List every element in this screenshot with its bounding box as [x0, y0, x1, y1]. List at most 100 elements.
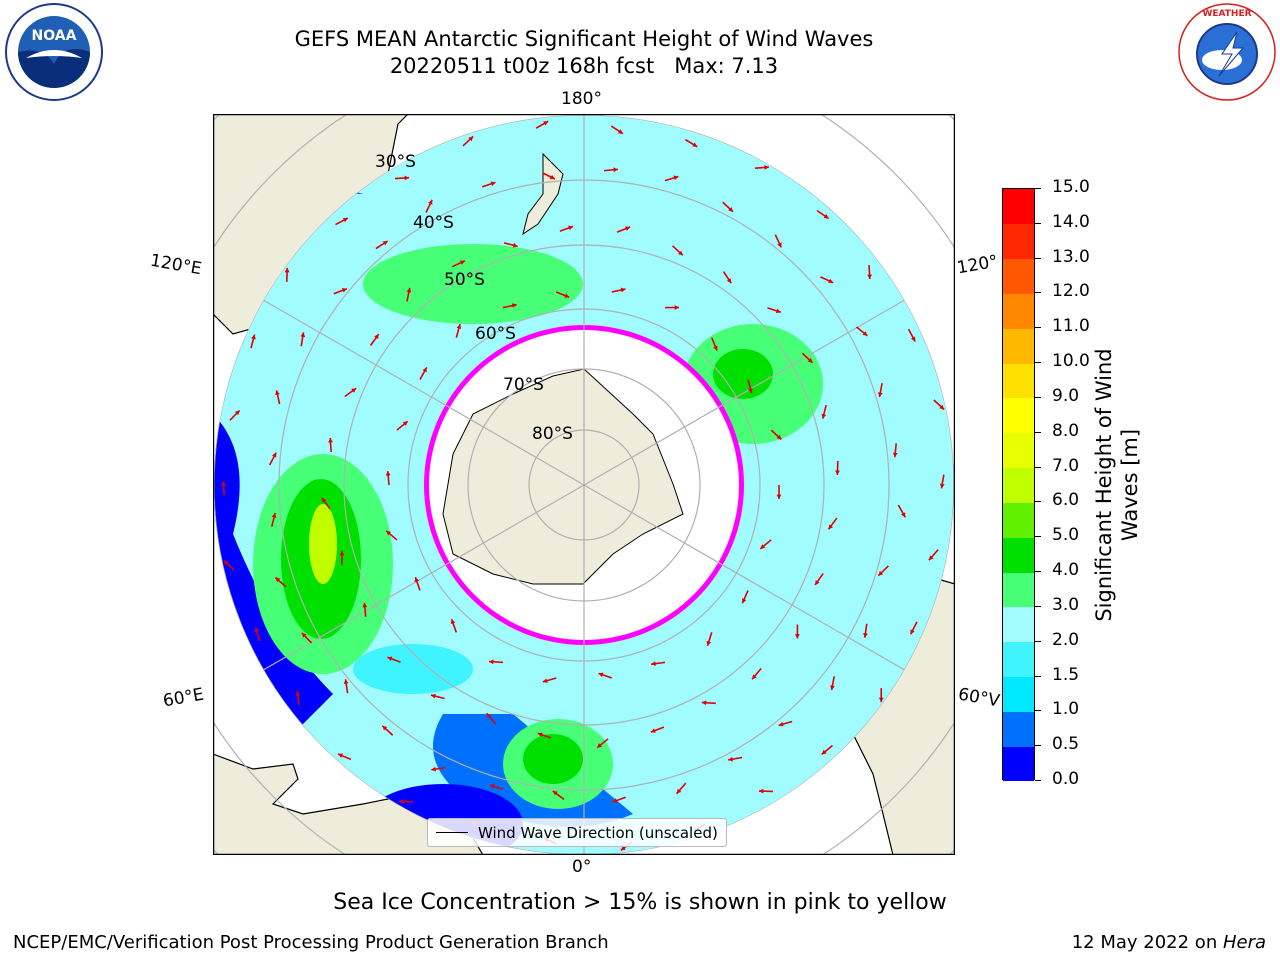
colorbar-segment [1003, 746, 1034, 782]
wave-direction-arrowhead [385, 471, 391, 476]
wave-direction-arrowhead [828, 524, 834, 530]
colorbar-tick-mark [1035, 327, 1041, 329]
wave-direction-arrowhead [431, 766, 437, 772]
africa-landmass [213, 753, 484, 855]
wave-direction-arrowhead [339, 550, 345, 556]
wave-direction-arrowhead [821, 749, 827, 755]
colorbar-tick-label: 1.0 [1052, 699, 1080, 720]
wave-direction-arrowhead [878, 570, 884, 576]
wave-direction-arrowhead [728, 756, 733, 762]
colorbar-segment [1003, 223, 1034, 260]
colorbar-segment [1003, 641, 1034, 678]
wave-direction-arrowhead [830, 685, 835, 691]
wave-direction-arrowhead [835, 470, 840, 475]
lon-label-180: 180° [561, 89, 602, 109]
colorbar-tick-label: 10.0 [1052, 351, 1090, 372]
wave-direction-arrowhead [382, 725, 388, 731]
wave-direction-arrowhead [402, 421, 408, 426]
graticule [214, 115, 954, 855]
wave-direction-arrowhead [823, 214, 829, 219]
wave-direction-arrowhead [459, 260, 465, 265]
polar-map [213, 114, 955, 855]
lat-label-40s: 40°S [413, 213, 454, 233]
colorbar-tick-label: 0.0 [1052, 769, 1080, 789]
wave-direction-arrowhead [542, 678, 548, 683]
colorbar-tick-label: 13.0 [1052, 246, 1090, 267]
colorbar-segment [1003, 572, 1034, 608]
colorbar-tick-label: 9.0 [1052, 385, 1080, 406]
lat-label-30s: 30°S [375, 152, 416, 172]
wave-direction-arrowhead [450, 619, 456, 625]
wave-direction-arrowhead [728, 207, 734, 212]
colorbar-segment [1003, 606, 1034, 643]
colorbar-tick-mark [1035, 292, 1041, 294]
wave-direction-arrowhead [254, 627, 260, 633]
wave-direction-arrowhead [552, 790, 558, 796]
colorbar-segment [1003, 432, 1034, 469]
colorbar-segment [1003, 293, 1034, 329]
lat-label-70s: 70°S [503, 375, 544, 395]
wave-direction-arrowhead [867, 274, 872, 280]
wave-direction-arrowhead [386, 530, 392, 536]
wave-direction-arrowhead [404, 175, 410, 181]
colorbar-segment [1003, 676, 1034, 712]
wind-wave-direction-arrows [221, 120, 945, 851]
wave-direction-arrowhead [300, 332, 306, 338]
colorbar-tick-mark [1035, 675, 1041, 677]
wave-direction-arrowhead [275, 390, 280, 396]
wave-direction-arrowhead [612, 798, 618, 803]
wave-band-high [713, 349, 773, 399]
lon-label-60w: 60°V [956, 684, 1002, 712]
colorbar-tick-label: 12.0 [1052, 281, 1090, 302]
wave-direction-arrowhead [568, 225, 574, 231]
colorbar-tick-mark [1035, 571, 1041, 573]
wave-direction-arrowhead [511, 303, 517, 308]
wave-band-peak [309, 504, 337, 584]
lat-label-50s: 50°S [444, 270, 485, 290]
wave-direction-arrowhead [617, 129, 623, 134]
wave-direction-arrowhead [878, 697, 884, 703]
colorbar-tick-mark [1035, 710, 1041, 712]
wave-direction-arrowhead [828, 278, 834, 284]
lon-label-120w: 120° [955, 251, 1000, 279]
wave-direction-arrowhead [341, 288, 347, 293]
colorbar-tick-label: 2.0 [1052, 629, 1080, 650]
wave-direction-arrowhead [328, 437, 333, 443]
footer-credit: NCEP/EMC/Verification Post Processing Pr… [13, 932, 609, 953]
lat-label-60s: 60°S [475, 324, 516, 344]
wave-direction-arrowhead [713, 345, 718, 351]
colorbar-tick-mark [1035, 780, 1041, 781]
colorbar-tick-mark [1035, 745, 1041, 747]
wave-band-mid [363, 244, 583, 324]
wave-direction-arrowhead [650, 728, 656, 733]
wave-direction-arrowhead [382, 241, 388, 246]
wave-direction-arrowhead [815, 579, 820, 585]
colorbar-segment [1003, 189, 1034, 225]
map-frame [213, 114, 955, 855]
wave-direction-arrowhead [900, 512, 906, 518]
colorbar-tick-label: 7.0 [1052, 455, 1080, 476]
wave-direction-arrowhead [468, 136, 474, 142]
colorbar-tick-mark [1035, 640, 1041, 642]
wave-direction-arrowhead [537, 732, 543, 738]
colorbar-segment [1003, 502, 1034, 538]
wave-direction-arrowhead [939, 404, 945, 410]
new-zealand-landmass [522, 152, 564, 236]
wave-direction-arrowhead [406, 287, 412, 293]
wave-direction-arrowhead [613, 167, 618, 173]
wave-direction-arrowhead [223, 560, 229, 566]
wave-direction-arrowhead [284, 267, 290, 273]
colorbar [1002, 188, 1035, 782]
wave-direction-arrowhead [863, 633, 868, 638]
colorbar-tick-mark [1035, 222, 1041, 224]
colorbar-tick-label: 4.0 [1052, 560, 1080, 581]
colorbar-tick-label: 1.5 [1052, 664, 1080, 685]
wave-direction-arrowhead [271, 452, 277, 458]
wave-direction-arrowhead [778, 721, 784, 727]
wave-direction-arrowhead [321, 497, 327, 503]
wave-direction-arrowhead [387, 656, 393, 662]
wave-direction-arrowhead [794, 634, 800, 639]
footer-date: 12 May 2022 on Hera [1072, 932, 1266, 953]
wave-direction-arrowhead [512, 242, 518, 248]
wave-direction-arrowhead [777, 242, 782, 248]
